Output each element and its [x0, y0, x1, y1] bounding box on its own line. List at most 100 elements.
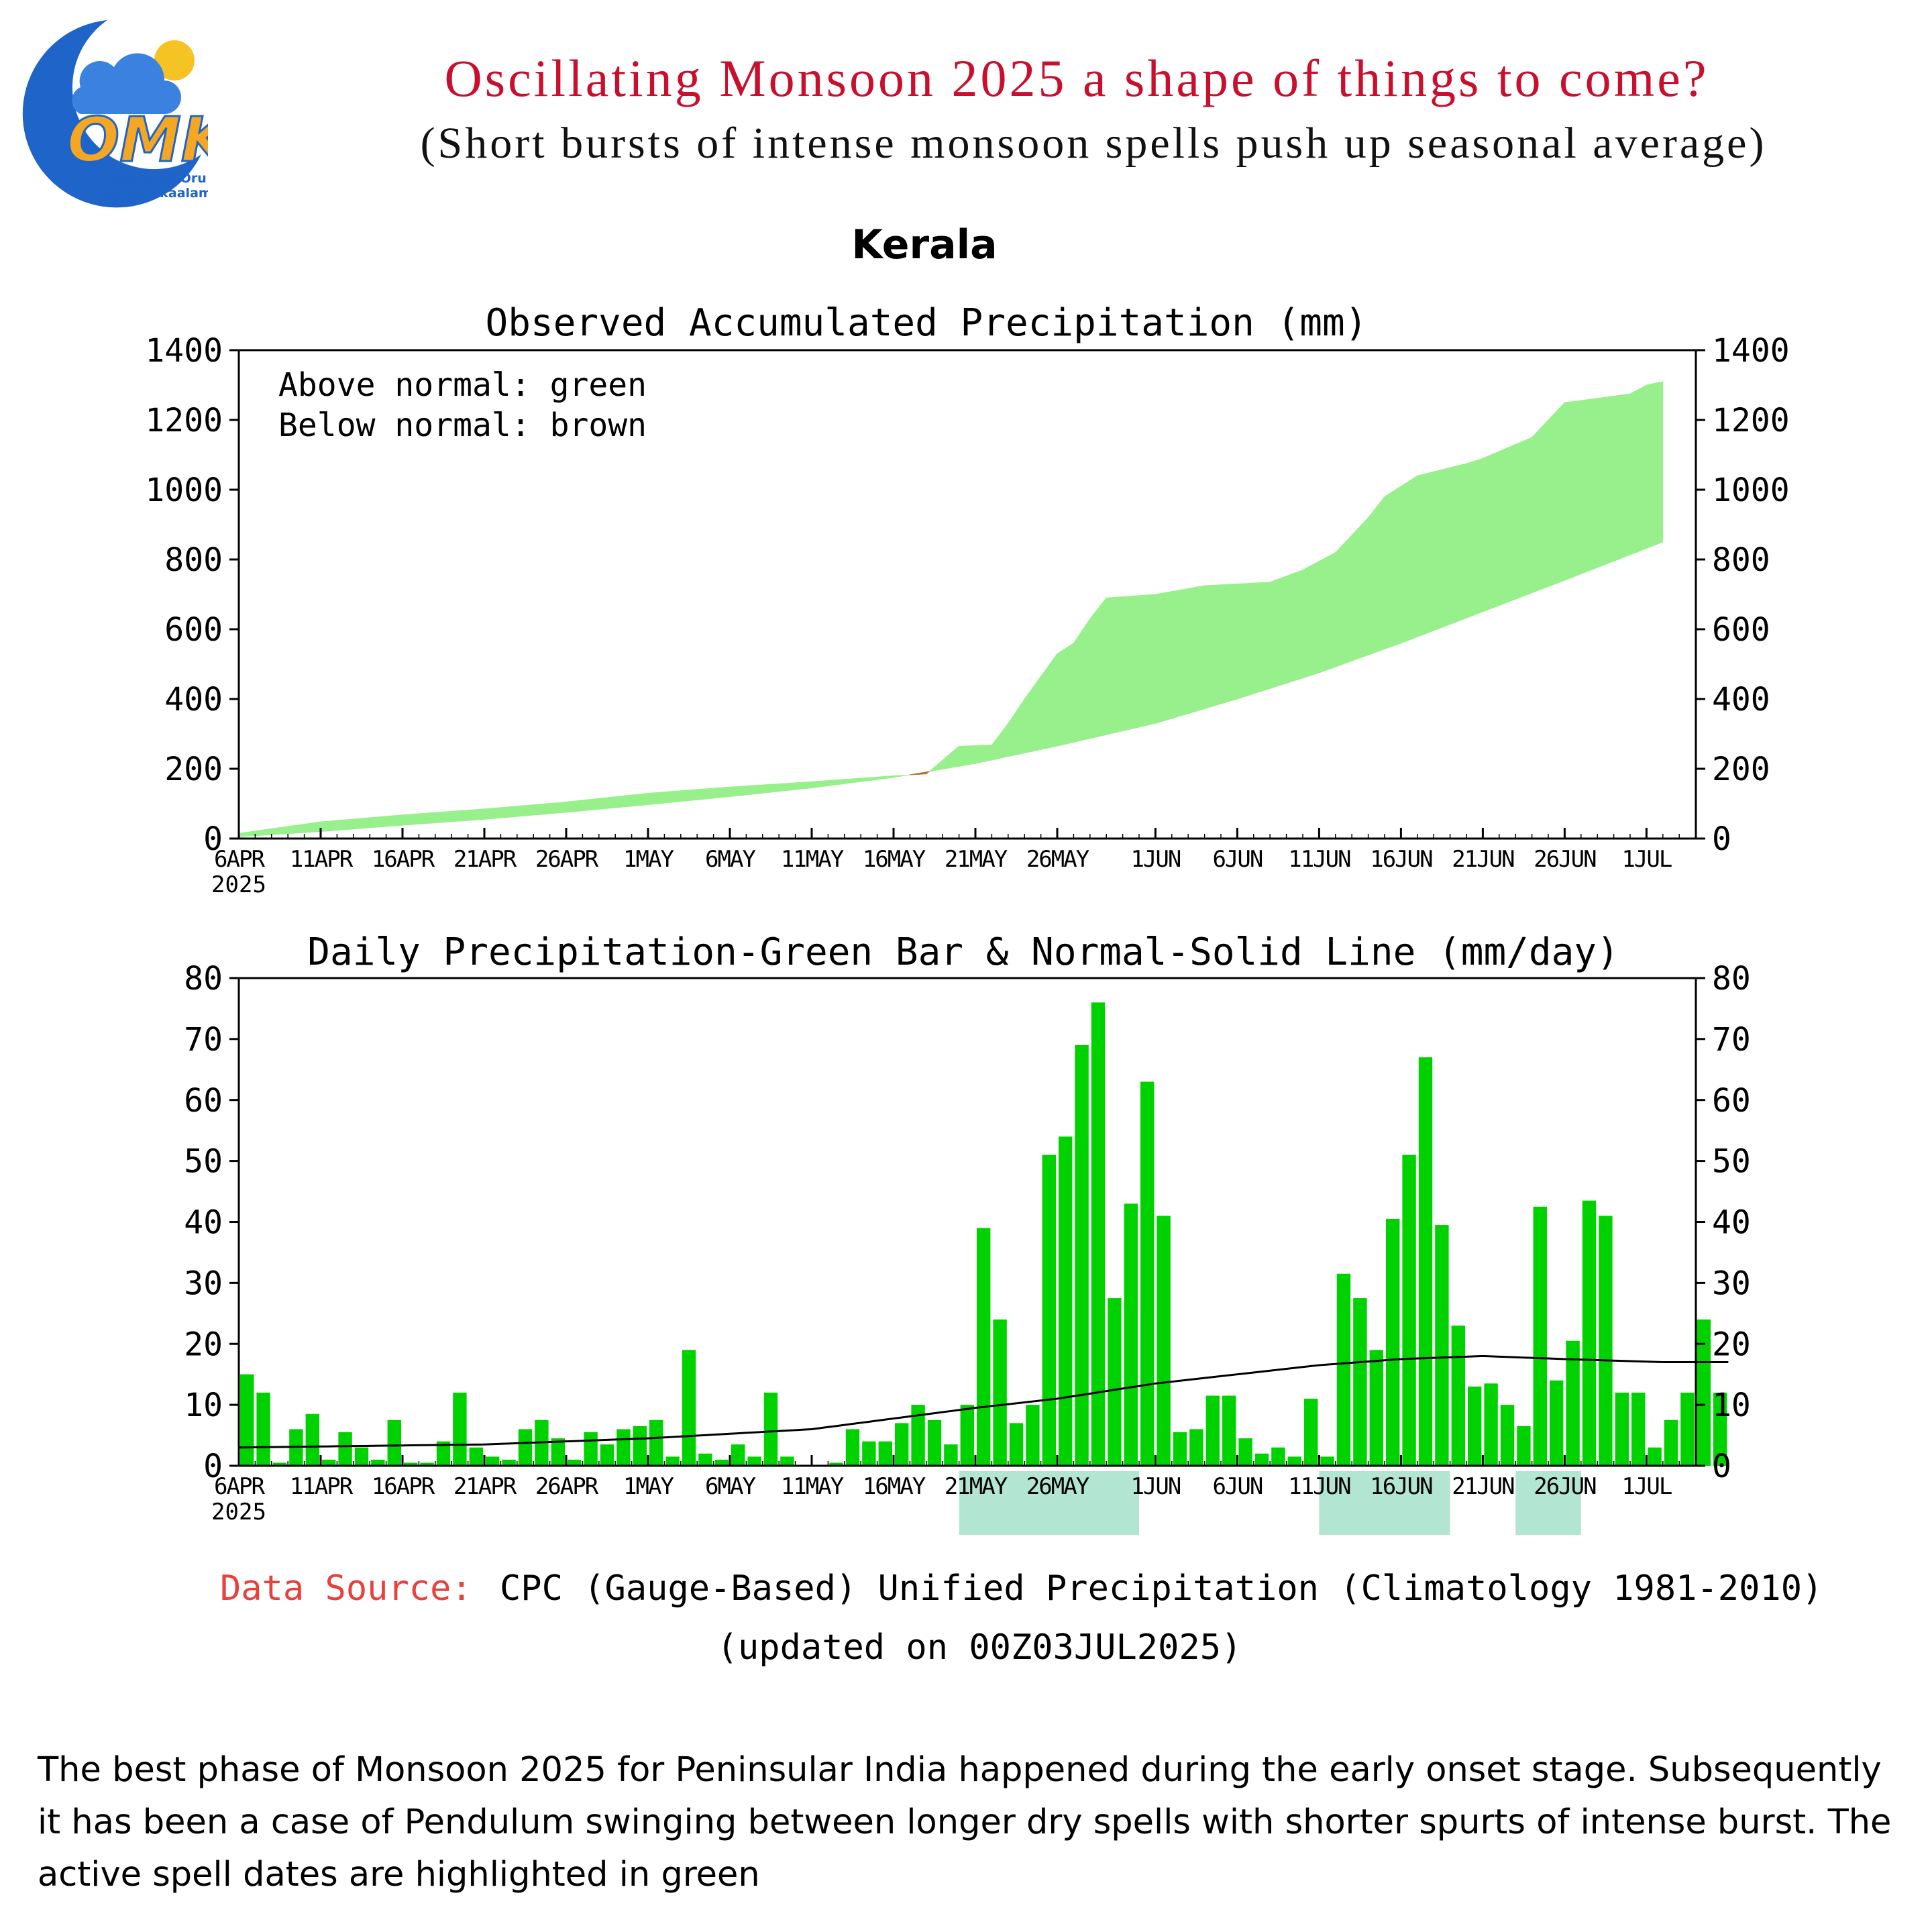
top-xtick-label: 16APR: [372, 846, 435, 873]
bottom-xtick-label: 11JUN: [1288, 1473, 1350, 1500]
top-axes: 0 0 200 200 400 400 600 600 800 800 1000 1000 1200 12…: [145, 332, 1789, 898]
accumulation-band-segment: [823, 780, 828, 787]
top-frame: [237, 349, 1697, 840]
logo-sun: [154, 40, 195, 80]
top-ytick-label-left: 1000: [145, 472, 223, 509]
active-spell-highlights: [959, 1471, 1581, 1535]
daily-bar: [1091, 1002, 1106, 1466]
active-spell-highlight: [1515, 1471, 1581, 1535]
accumulation-band-segment: [464, 810, 468, 822]
daily-bar: [714, 1459, 729, 1466]
accumulation-band-segment: [1028, 686, 1033, 753]
accumulation-band-segment: [1126, 596, 1132, 731]
accumulation-band-segment: [1564, 401, 1569, 581]
accumulation-band-segment: [1343, 539, 1348, 665]
accumulation-band-segment: [754, 784, 759, 795]
accumulation-band-segment: [1081, 624, 1087, 741]
bottom-xtick-label: 16APR: [372, 1473, 435, 1500]
accumulation-band-segment: [664, 791, 669, 804]
accumulation-band-segment: [586, 799, 591, 811]
accumulation-band-segment: [725, 786, 731, 798]
daily-bar: [600, 1444, 614, 1466]
accumulation-band-segment: [1638, 386, 1643, 552]
bottom-ytick-label-right: 60: [1712, 1082, 1751, 1120]
accumulation-band-segment: [1646, 384, 1651, 549]
accumulation-band-segment: [1102, 597, 1107, 737]
accumulation-band-segment: [312, 822, 317, 833]
accumulation-band-segment: [766, 784, 771, 794]
daily-bar: [1680, 1392, 1695, 1466]
accumulation-band-segment: [975, 745, 980, 764]
accumulation-band-segment: [1409, 478, 1414, 641]
accumulation-band-segment: [590, 798, 596, 811]
accumulation-band-segment: [246, 831, 252, 837]
accumulation-band-segment: [942, 755, 947, 769]
accumulation-band-segment: [574, 800, 579, 812]
accumulation-band-segment: [1601, 396, 1606, 567]
accumulation-band-segment: [1380, 496, 1385, 651]
accumulation-band-segment: [918, 772, 923, 775]
accumulation-band-segment: [1294, 571, 1299, 682]
accumulation-band-segment: [1110, 596, 1115, 735]
daily-bar: [845, 1429, 860, 1466]
accumulation-band-segment: [705, 788, 710, 800]
top-ytick-label-left: 1200: [145, 402, 223, 439]
top-ytick-label-left: 800: [164, 541, 223, 579]
accumulation-band-segment: [979, 745, 984, 763]
accumulation-band-segment: [750, 785, 755, 795]
bottom-xtick-label: 6APR: [214, 1473, 265, 1500]
accumulation-band-segment: [1355, 525, 1360, 660]
accumulation-band-segment: [991, 739, 996, 761]
top-ytick-label-left: 600: [164, 611, 223, 649]
accumulation-band-segment: [1024, 692, 1029, 754]
accumulation-band-segment: [774, 783, 780, 792]
accumulation-band-segment: [1020, 698, 1025, 755]
accumulation-band-segment: [639, 793, 645, 806]
daily-bar: [1713, 1392, 1727, 1466]
daily-bar: [665, 1456, 680, 1466]
accumulation-band-segment: [668, 791, 673, 804]
daily-bar: [1402, 1155, 1416, 1466]
bottom-xtick-label: 11MAY: [781, 1473, 844, 1500]
accumulation-band-segment: [1118, 596, 1123, 733]
page-title: Oscillating Monsoon 2025 a shape of thin…: [444, 49, 1709, 107]
accumulation-band-segment: [836, 779, 841, 786]
accumulation-band-segment: [1400, 483, 1405, 644]
accumulation-band-segment: [1061, 647, 1066, 746]
top-xtick-label: 1MAY: [623, 846, 674, 873]
accumulation-band-segment: [1163, 592, 1169, 722]
accumulation-band-segment: [1372, 506, 1377, 654]
accumulation-band-segment: [1138, 594, 1144, 728]
accumulation-band-segment: [795, 782, 800, 790]
daily-bar: [371, 1459, 385, 1466]
updated-note: (updated on 00Z03JUL2025): [717, 1627, 1242, 1668]
daily-bar: [1369, 1350, 1383, 1466]
daily-bar: [1254, 1453, 1269, 1466]
daily-bar: [1026, 1405, 1040, 1466]
accumulation-band-segment: [696, 788, 702, 800]
accumulation-band-segment: [959, 745, 964, 767]
bottom-chart-title: Daily Precipitation-Green Bar & Normal-S…: [307, 930, 1619, 974]
logo-mark: OMK: [67, 104, 208, 176]
accumulation-band-segment: [832, 780, 837, 786]
accumulation-band-segment: [304, 823, 309, 833]
accumulation-band-segment: [1208, 584, 1214, 708]
accumulation-band-segment: [1491, 452, 1496, 609]
accumulation-band-segment: [721, 787, 727, 798]
bottom-ytick-label-left: 40: [184, 1204, 223, 1242]
accumulation-band-segment: [521, 805, 526, 817]
accumulation-band-segment: [1392, 488, 1397, 647]
accumulation-band-segment: [700, 788, 706, 800]
daily-bar: [1009, 1423, 1024, 1466]
daily-bar: [960, 1405, 974, 1466]
accumulation-band-segment: [1310, 563, 1316, 676]
daily-bar: [1517, 1426, 1531, 1466]
accumulation-band-segment: [1327, 554, 1332, 671]
daily-bar: [486, 1456, 500, 1466]
top-ytick-label-right: 200: [1712, 751, 1770, 788]
top-ytick-label-left: 400: [164, 681, 223, 718]
daily-bar: [993, 1319, 1007, 1466]
top-xtick-label: 11JUN: [1288, 846, 1350, 873]
daily-bar: [1484, 1383, 1498, 1466]
daily-bar: [895, 1423, 909, 1466]
